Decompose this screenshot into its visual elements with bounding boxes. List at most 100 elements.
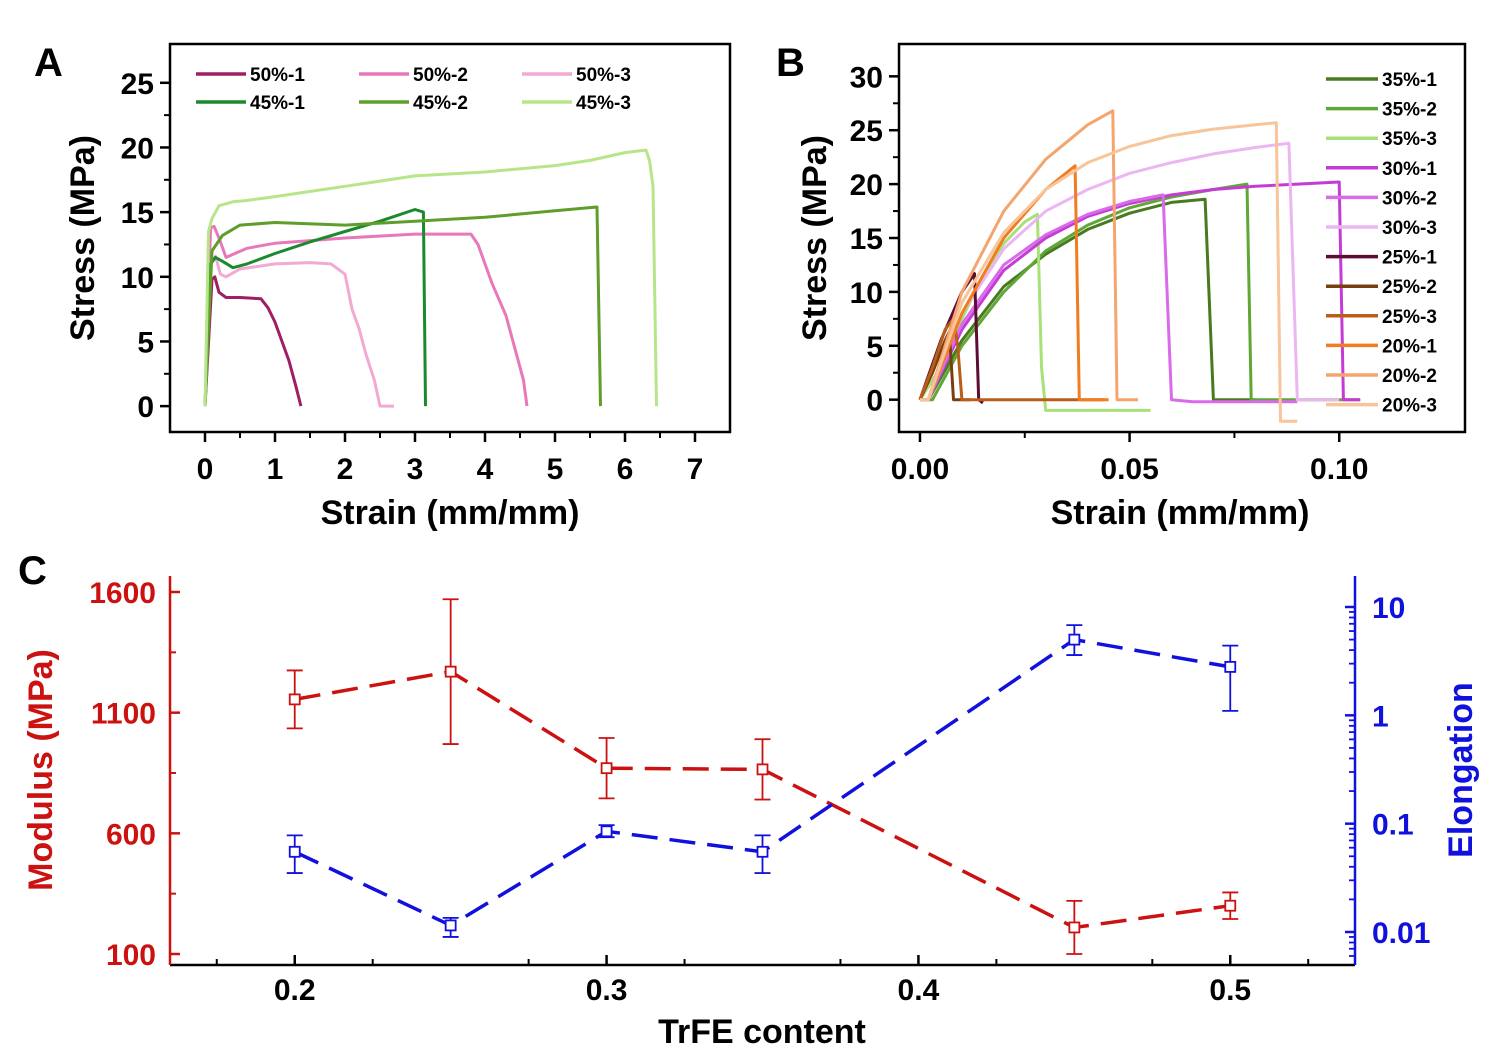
legend-label: 45%-3 <box>576 93 631 114</box>
legend-item: 25%-1 <box>1326 248 1437 269</box>
y-tick-label: 1600 <box>89 577 156 610</box>
legend-label: 45%-2 <box>413 93 468 114</box>
data-point-Modulus <box>1224 899 1237 912</box>
panel-a-series <box>203 148 658 408</box>
legend-item: 20%-1 <box>1326 336 1437 357</box>
y-tick-label: 5 <box>866 331 883 364</box>
y-tick-label: 600 <box>106 818 156 851</box>
x-tick-label: 0.5 <box>1209 974 1251 1007</box>
x-tick-label: 0.10 <box>1310 453 1368 486</box>
panel-b-legend: 35%-1 35%-2 35%-3 30%-1 30%-2 30%-3 25%-1 25%-2… <box>1326 70 1437 417</box>
legend-label: 35%-1 <box>1382 70 1437 91</box>
data-point-Elongation <box>756 845 769 858</box>
legend-label: 25%-1 <box>1382 248 1437 269</box>
y2-tick-label: 0.1 <box>1372 809 1414 842</box>
y-tick-label: 20 <box>850 169 883 202</box>
legend-label: 50%-1 <box>250 65 305 86</box>
series-line-45%-2 <box>203 205 602 407</box>
panel-b-label: B <box>776 41 805 85</box>
legend-label: 20%-3 <box>1382 396 1437 417</box>
legend-item: 50%-1 <box>196 65 305 86</box>
panel-c-y2label: Elongation <box>1442 682 1480 858</box>
y-tick-label: 10 <box>850 277 883 310</box>
x-tick-label: 0.3 <box>586 974 628 1007</box>
series-line-20%-3 <box>920 121 1298 423</box>
legend-label: 35%-2 <box>1382 100 1437 121</box>
x-tick-label: 5 <box>547 453 564 486</box>
series-line-45%-1 <box>203 208 427 407</box>
panel-a-xlabel: Strain (mm/mm) <box>321 494 580 532</box>
legend-item: 25%-2 <box>1326 277 1437 298</box>
panel-c-ylabel: Modulus (MPa) <box>22 649 60 891</box>
series-line-45%-3 <box>203 148 658 407</box>
x-tick-label: 0.4 <box>898 974 940 1007</box>
legend-label: 35%-3 <box>1382 129 1437 150</box>
legend-item: 30%-3 <box>1326 218 1437 239</box>
legend-label: 20%-1 <box>1382 336 1437 357</box>
y-tick-label: 5 <box>137 326 154 359</box>
legend-label: 20%-2 <box>1382 366 1437 387</box>
panel-a-ylabel: Stress (MPa) <box>64 135 102 341</box>
legend-label: 30%-2 <box>1382 188 1437 209</box>
panel-c-xlabel: TrFE content <box>658 1013 866 1051</box>
data-point-Elongation <box>600 825 613 838</box>
data-point-Elongation <box>1224 660 1237 673</box>
panel-b-ylabel: Stress (MPa) <box>796 135 834 341</box>
legend-item: 45%-2 <box>359 93 468 114</box>
x-tick-label: 2 <box>337 453 354 486</box>
y-tick-label: 25 <box>121 68 154 101</box>
data-point-Modulus <box>756 763 769 776</box>
y2-tick-label: 0.01 <box>1372 917 1430 950</box>
y-tick-label: 25 <box>850 115 883 148</box>
x-tick-label: 0.00 <box>891 453 949 486</box>
y-tick-label: 30 <box>850 61 883 94</box>
panel-b-series <box>918 109 1361 423</box>
series-line-Modulus <box>294 669 1231 930</box>
legend-item: 20%-3 <box>1326 396 1437 417</box>
legend-label: 50%-2 <box>413 65 468 86</box>
legend-item: 35%-1 <box>1326 70 1437 91</box>
y2-tick-label: 1 <box>1372 700 1389 733</box>
series-line-50%-2 <box>203 224 529 407</box>
data-point-Modulus <box>1068 921 1081 934</box>
data-point-Elongation <box>1068 633 1081 646</box>
data-point-Modulus <box>288 693 301 706</box>
legend-item: 30%-2 <box>1326 188 1437 209</box>
panel-c: C 0.2 0.3 0.4 0.5 100 600 1100 1600 0.01 0.1 1 10 T… <box>18 549 1480 1051</box>
panel-a: A 0 1 2 3 4 5 6 7 0 5 10 15 20 25 50%-1 50%-2 50%-3 45%-… <box>34 41 732 532</box>
panel-b-xlabel: Strain (mm/mm) <box>1051 494 1310 532</box>
data-point-Elongation <box>288 845 301 858</box>
panel-b-ticks: 0.00 0.05 0.10 0 5 10 15 20 25 30 <box>850 61 1369 486</box>
legend-item: 30%-1 <box>1326 159 1437 180</box>
legend-item: 35%-3 <box>1326 129 1437 150</box>
y-tick-label: 0 <box>866 385 883 418</box>
y-tick-label: 0 <box>137 391 154 424</box>
y-tick-label: 15 <box>121 197 154 230</box>
x-tick-label: 1 <box>267 453 284 486</box>
panel-c-label: C <box>18 549 47 593</box>
series-line-50%-1 <box>203 275 303 407</box>
series-line-50%-3 <box>203 254 394 408</box>
y-tick-label: 15 <box>850 223 883 256</box>
x-tick-label: 0.2 <box>274 974 316 1007</box>
data-point-Modulus <box>600 762 613 775</box>
panel-c-ticks: 0.2 0.3 0.4 0.5 100 600 1100 1600 0.01 0.1 1 10 <box>89 577 1430 1007</box>
legend-item: 25%-3 <box>1326 307 1437 328</box>
series-line-Elongation <box>293 637 1231 928</box>
legend-item: 35%-2 <box>1326 100 1437 121</box>
y2-tick-label: 10 <box>1372 592 1405 625</box>
legend-item: 50%-2 <box>359 65 468 86</box>
legend-label: 50%-3 <box>576 65 631 86</box>
legend-label: 25%-2 <box>1382 277 1437 298</box>
legend-item: 45%-3 <box>522 93 631 114</box>
series-line-30%-1 <box>920 180 1361 402</box>
panel-a-legend: 50%-1 50%-2 50%-3 45%-1 45%-2 45%-3 <box>196 65 631 114</box>
series-line-25%-3 <box>918 317 1105 402</box>
legend-item: 50%-3 <box>522 65 631 86</box>
x-tick-label: 3 <box>407 453 424 486</box>
y-tick-label: 10 <box>121 262 154 295</box>
data-point-Modulus <box>444 665 457 678</box>
x-tick-label: 7 <box>687 453 704 486</box>
